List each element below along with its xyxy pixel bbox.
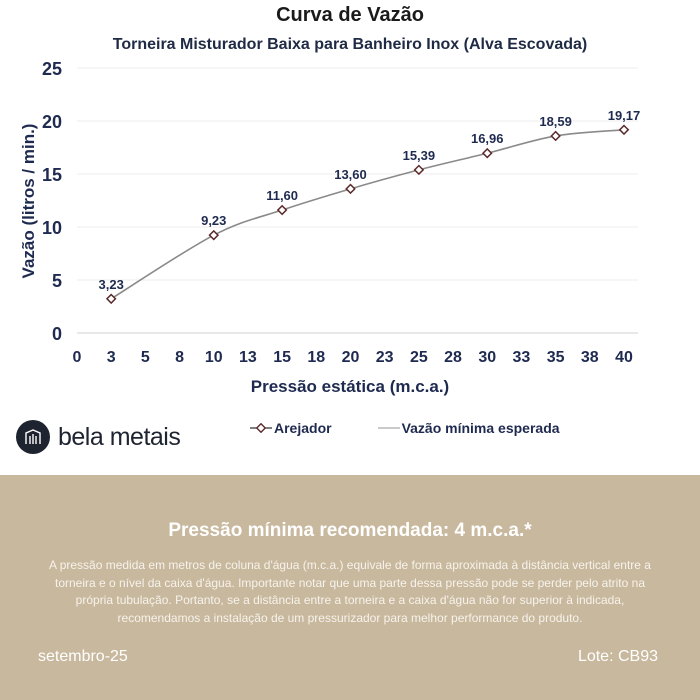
- data-label: 16,96: [471, 131, 504, 146]
- legend-item-vazao-minima: Vazão mínima esperada: [377, 420, 560, 436]
- x-tick-label: 15: [273, 349, 291, 366]
- x-tick-label: 30: [478, 349, 496, 366]
- data-point: [618, 124, 630, 136]
- data-point: [208, 229, 220, 241]
- x-tick-label: 13: [239, 349, 257, 366]
- chart-title: Curva de Vazão: [276, 4, 424, 26]
- x-tick-label: 3: [107, 349, 116, 366]
- y-axis-label: Vazão (litros / min.): [19, 124, 38, 279]
- y-tick-label: 5: [52, 271, 62, 291]
- brand-logo: bela metais: [16, 420, 181, 454]
- y-tick-label: 20: [42, 112, 62, 132]
- legend-label: Arejador: [274, 420, 332, 436]
- info-text: A pressão medida em metros de coluna d'á…: [49, 558, 651, 625]
- x-tick-label: 25: [410, 349, 428, 366]
- data-label: 19,17: [608, 108, 641, 123]
- x-tick-label: 10: [205, 349, 223, 366]
- chart-legend: Arejador Vazão mínima esperada: [250, 420, 560, 436]
- x-tick-label: 8: [175, 349, 184, 366]
- min-pressure-headline: Pressão mínima recomendada: 4 m.c.a.*: [168, 520, 532, 541]
- x-axis-label: Pressão estática (m.c.a.): [251, 377, 449, 396]
- data-point: [550, 130, 561, 142]
- x-tick-label: 20: [342, 349, 360, 366]
- data-label: 9,23: [201, 213, 226, 228]
- x-tick-label: 28: [444, 349, 462, 366]
- x-tick-label: 0: [73, 349, 82, 366]
- y-tick-label: 0: [52, 324, 62, 344]
- x-tick-label: 5: [141, 349, 150, 366]
- data-point: [345, 183, 356, 195]
- x-tick-label: 40: [615, 349, 633, 366]
- data-point: [105, 293, 117, 305]
- data-label: 15,39: [403, 148, 436, 163]
- series-line-arejador: [110, 129, 625, 300]
- x-tick-label: 38: [581, 349, 599, 366]
- data-label: 3,23: [99, 277, 124, 292]
- data-point: [481, 147, 493, 159]
- x-tick-label: 33: [513, 349, 531, 366]
- legend-label: Vazão mínima esperada: [401, 420, 560, 436]
- chart-subtitle: Torneira Misturador Baixa para Banheiro …: [112, 36, 588, 53]
- x-tick-label: 35: [547, 349, 565, 366]
- data-label: 18,59: [539, 114, 572, 129]
- y-tick-label: 10: [42, 218, 62, 238]
- line-marker-icon: [377, 427, 400, 429]
- data-point: [276, 204, 288, 216]
- data-label: 11,60: [266, 188, 298, 203]
- date-label: setembro-25: [38, 648, 128, 665]
- x-tick-label: 18: [307, 349, 325, 366]
- y-tick-label: 25: [42, 59, 62, 79]
- x-tick-label: 23: [376, 349, 394, 366]
- brand-icon: [16, 420, 50, 454]
- y-tick-label: 15: [42, 165, 62, 185]
- legend-item-arejador: Arejador: [250, 420, 332, 436]
- brand-name: bela metais: [58, 422, 181, 451]
- lot-label: Lote: CB93: [577, 648, 658, 665]
- diamond-marker-icon: [250, 423, 272, 433]
- data-point: [413, 164, 425, 176]
- data-label: 13,60: [334, 167, 367, 182]
- info-panel: Pressão mínima recomendada: 4 m.c.a.* A …: [0, 475, 700, 700]
